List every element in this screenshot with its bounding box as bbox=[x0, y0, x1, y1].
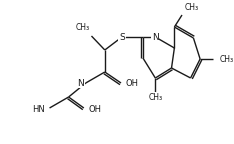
Text: CH₃: CH₃ bbox=[75, 23, 90, 32]
Text: N: N bbox=[152, 33, 159, 41]
Text: OH: OH bbox=[89, 105, 102, 113]
Text: CH₃: CH₃ bbox=[185, 3, 199, 12]
Text: S: S bbox=[119, 33, 125, 41]
Text: N: N bbox=[77, 78, 84, 88]
Text: CH₃: CH₃ bbox=[148, 92, 162, 102]
Text: HN: HN bbox=[32, 106, 45, 114]
Text: OH: OH bbox=[126, 78, 139, 88]
Text: CH₃: CH₃ bbox=[219, 54, 233, 64]
